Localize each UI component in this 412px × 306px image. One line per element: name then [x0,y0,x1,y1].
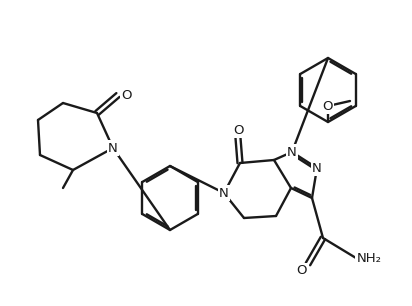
Text: O: O [233,124,243,136]
Text: O: O [121,88,131,102]
Text: N: N [219,186,229,200]
Text: NH₂: NH₂ [356,252,382,264]
Text: O: O [323,99,333,113]
Text: N: N [108,141,118,155]
Text: O: O [297,264,307,278]
Text: N: N [287,145,297,159]
Text: N: N [312,162,322,174]
